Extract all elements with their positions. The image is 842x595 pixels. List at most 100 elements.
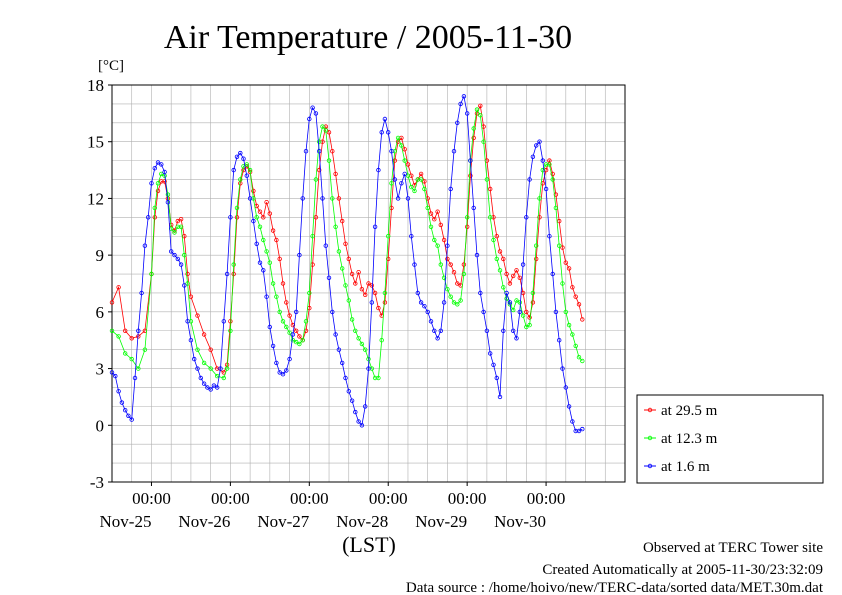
legend-label: at 12.3 m — [661, 431, 718, 447]
data-point — [139, 290, 144, 296]
data-point — [438, 262, 443, 267]
data-point — [461, 94, 467, 99]
data-point — [155, 160, 161, 165]
legend-swatch-marker — [647, 435, 653, 441]
data-point — [468, 173, 473, 178]
data-point — [145, 215, 151, 220]
data-point — [349, 398, 355, 403]
data-point — [501, 285, 506, 290]
data-point — [428, 211, 434, 216]
data-point — [540, 158, 545, 163]
data-point — [136, 366, 141, 371]
data-point — [389, 148, 394, 154]
data-point — [448, 262, 453, 267]
data-point — [395, 135, 401, 141]
x-tick-time: 00:00 — [211, 489, 250, 508]
data-point — [109, 370, 115, 375]
data-point — [392, 158, 397, 163]
data-point — [501, 328, 506, 333]
data-point — [389, 181, 394, 186]
data-point — [534, 143, 539, 148]
data-point — [126, 413, 131, 418]
data-point — [560, 281, 565, 286]
data-point — [191, 356, 197, 362]
data-point — [550, 171, 555, 177]
data-point — [300, 338, 305, 343]
data-point — [323, 243, 328, 248]
data-point — [580, 426, 585, 432]
data-point — [405, 196, 411, 201]
x-tick-date: Nov-28 — [336, 512, 388, 531]
data-point — [326, 158, 332, 163]
data-point — [399, 143, 404, 148]
data-point — [159, 171, 164, 177]
data-point — [382, 290, 388, 296]
data-point — [478, 290, 483, 296]
data-point — [162, 179, 167, 184]
data-point — [270, 228, 276, 233]
data-point — [432, 328, 437, 333]
data-point — [122, 351, 128, 356]
data-point — [267, 211, 272, 216]
data-point — [557, 243, 562, 248]
footer-created: Created Automatically at 2005-11-30/23:3… — [542, 562, 823, 578]
data-point — [376, 375, 381, 381]
data-point — [497, 394, 503, 400]
data-point — [330, 309, 335, 315]
data-point — [386, 130, 391, 135]
data-point — [310, 233, 315, 239]
data-point — [494, 375, 499, 381]
data-point — [326, 275, 332, 280]
data-point — [474, 252, 480, 258]
data-point — [178, 262, 184, 267]
data-point — [448, 186, 453, 192]
data-point — [461, 271, 467, 277]
data-point — [511, 328, 516, 333]
data-point — [563, 260, 568, 265]
data-point — [284, 368, 289, 373]
data-point — [428, 319, 434, 324]
data-point — [573, 343, 578, 349]
data-point — [527, 315, 532, 320]
data-point — [537, 215, 542, 220]
x-tick-time: 00:00 — [132, 489, 171, 508]
data-point — [346, 298, 351, 303]
data-point — [303, 148, 309, 154]
data-point — [550, 271, 555, 277]
data-point — [520, 262, 526, 267]
data-point — [471, 205, 476, 211]
data-point — [257, 224, 263, 229]
data-point — [277, 370, 282, 375]
data-point — [149, 181, 154, 186]
data-point — [566, 322, 572, 328]
data-point — [494, 233, 499, 239]
data-point — [208, 387, 213, 392]
data-point — [537, 139, 542, 144]
data-point — [290, 332, 296, 337]
data-point — [560, 366, 565, 371]
data-point — [287, 313, 292, 318]
data-point — [386, 256, 391, 262]
data-point — [168, 249, 174, 254]
data-point — [395, 196, 401, 201]
data-point — [481, 139, 486, 144]
data-point — [514, 268, 519, 273]
data-point — [441, 237, 447, 243]
data-point — [580, 317, 585, 322]
data-point — [178, 224, 184, 229]
data-point — [142, 347, 148, 352]
x-tick-date: Nov-25 — [100, 512, 152, 531]
data-point — [172, 252, 177, 258]
y-tick-label: 0 — [96, 416, 105, 435]
data-point — [445, 287, 450, 292]
data-point — [445, 256, 450, 262]
data-point — [573, 294, 578, 299]
data-point — [580, 358, 585, 364]
data-point — [461, 262, 467, 267]
data-point — [201, 381, 207, 386]
series-2 — [109, 94, 585, 434]
data-point — [455, 281, 460, 286]
data-point — [540, 167, 545, 173]
data-point — [359, 341, 365, 347]
